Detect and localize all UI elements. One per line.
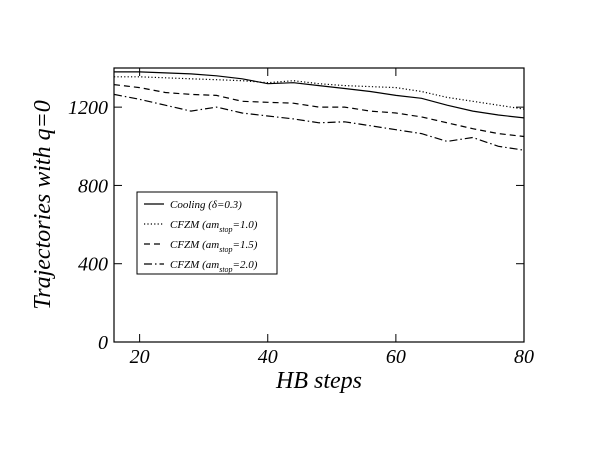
series-line-1 (114, 71, 525, 119)
legend-label-4: CFZM (amstop=2.0) (170, 259, 258, 274)
x-tick-label: 80 (514, 346, 534, 368)
y-tick-label: 400 (78, 254, 108, 276)
series-line-2 (114, 76, 525, 110)
y-tick-label: 800 (78, 175, 108, 197)
x-tick-label: 60 (386, 346, 406, 368)
x-axis-title: HB steps (275, 368, 362, 394)
x-tick-label: 20 (130, 346, 150, 368)
y-axis-title: Trajectories with q=0 (30, 100, 56, 310)
series-line-4 (113, 93, 525, 151)
series-layer (113, 71, 525, 151)
legend: Cooling (δ=0.3) CFZM (amstop=1.0) CFZM (am… (136, 191, 278, 275)
legend-label-3: CFZM (amstop=1.5) (170, 239, 258, 254)
x-tick-label: 40 (258, 346, 278, 368)
y-tick-label: 0 (98, 332, 108, 354)
legend-label-1: Cooling (δ=0.3) (170, 199, 242, 211)
series-line-3 (113, 84, 525, 138)
plot-frame (113, 67, 525, 343)
legend-box (136, 191, 278, 275)
legend-label-2: CFZM (amstop=1.0) (170, 219, 258, 234)
y-tick-label: 1200 (68, 97, 108, 119)
